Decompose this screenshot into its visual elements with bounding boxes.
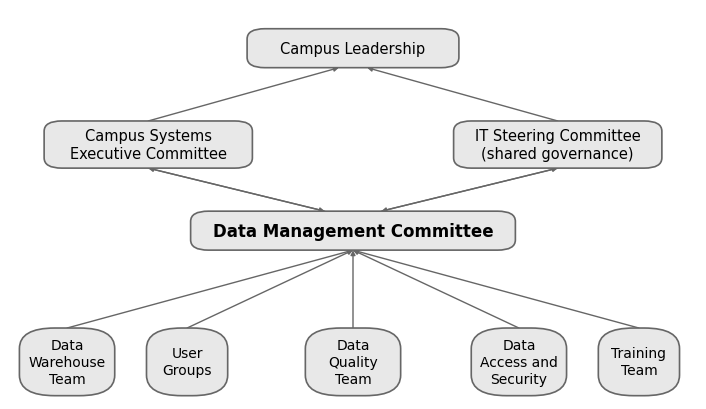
Text: Data
Warehouse
Team: Data Warehouse Team	[28, 338, 106, 386]
Text: Campus Systems
Executive Committee: Campus Systems Executive Committee	[70, 128, 227, 162]
Text: User
Groups: User Groups	[162, 346, 212, 378]
Text: Campus Leadership: Campus Leadership	[280, 42, 426, 56]
Text: Training
Team: Training Team	[611, 346, 666, 378]
FancyBboxPatch shape	[454, 121, 662, 169]
FancyBboxPatch shape	[20, 328, 115, 396]
Text: Data
Access and
Security: Data Access and Security	[480, 338, 558, 386]
FancyBboxPatch shape	[305, 328, 401, 396]
FancyBboxPatch shape	[599, 328, 679, 396]
FancyBboxPatch shape	[44, 121, 253, 169]
FancyBboxPatch shape	[247, 30, 459, 68]
Text: Data Management Committee: Data Management Committee	[213, 222, 493, 240]
Text: Data
Quality
Team: Data Quality Team	[328, 338, 378, 386]
FancyBboxPatch shape	[472, 328, 566, 396]
Text: IT Steering Committee
(shared governance): IT Steering Committee (shared governance…	[475, 128, 640, 162]
FancyBboxPatch shape	[147, 328, 227, 396]
FancyBboxPatch shape	[191, 212, 515, 250]
